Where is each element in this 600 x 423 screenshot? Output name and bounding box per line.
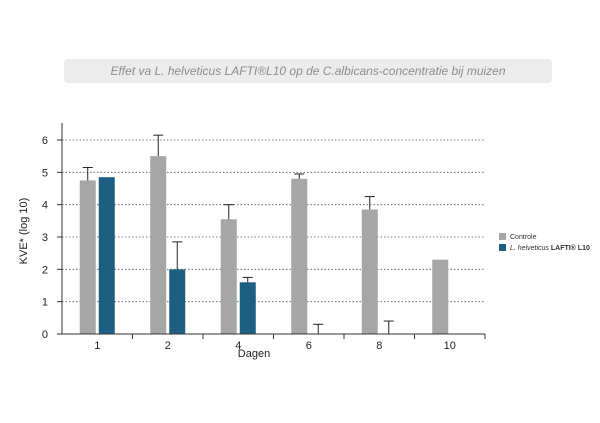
- y-tick-label: 2: [42, 264, 48, 276]
- y-tick-label: 5: [42, 167, 48, 179]
- x-tick-label: 8: [376, 340, 382, 352]
- y-tick-label: 1: [42, 297, 48, 309]
- y-tick-label: 3: [42, 232, 48, 244]
- grid-lines: [62, 139, 485, 303]
- legend-label-lafti: L. helveticus LAFTI® L10: [510, 244, 590, 252]
- bar-controle-day-4: [220, 219, 237, 334]
- x-tick-label: 1: [94, 340, 100, 352]
- legend-swatch-controle: [499, 233, 506, 240]
- y-axis-label: KVE* (log 10): [18, 198, 30, 265]
- x-tick-label: 4: [235, 340, 241, 352]
- chart-title: Effet va L. helveticus LAFTI®L10 op de C…: [110, 64, 506, 78]
- legend-label-controle: Controle: [510, 234, 537, 241]
- error-bars: [82, 134, 394, 334]
- bar-lafti-day-2: [169, 269, 186, 334]
- x-axis-ticks: 1 2 4 6 8 10: [94, 334, 486, 352]
- chart-title-box: Effet va L. helveticus LAFTI®L10 op de C…: [64, 59, 552, 83]
- legend-label-lafti-bold: LAFTI® L10: [551, 244, 590, 252]
- bar-controle-day-1: [79, 180, 96, 334]
- legend-label-lafti-italic: L. helveticus: [510, 245, 551, 252]
- legend: Controle L. helveticus LAFTI® L10: [499, 233, 590, 252]
- y-tick-label: 0: [42, 329, 48, 341]
- x-tick-label: 6: [306, 340, 312, 352]
- bar-controle-day-8: [361, 209, 378, 334]
- x-tick-label: 2: [165, 340, 171, 352]
- y-axis-ticks: 0 1 2 3 4 5 6: [42, 135, 62, 341]
- bar-controle-day-2: [150, 156, 167, 334]
- legend-swatch-lafti: [499, 244, 506, 251]
- bar-controle-day-10: [432, 259, 449, 334]
- y-tick-label: 6: [42, 135, 48, 147]
- bar-controle-day-6: [291, 178, 308, 334]
- x-axis-label: Dagen: [238, 348, 270, 360]
- bar-lafti-day-1: [98, 177, 115, 334]
- y-tick-label: 4: [42, 200, 48, 212]
- bars: [79, 156, 449, 334]
- x-tick-label: 10: [444, 340, 456, 352]
- bar-lafti-day-4: [239, 282, 256, 334]
